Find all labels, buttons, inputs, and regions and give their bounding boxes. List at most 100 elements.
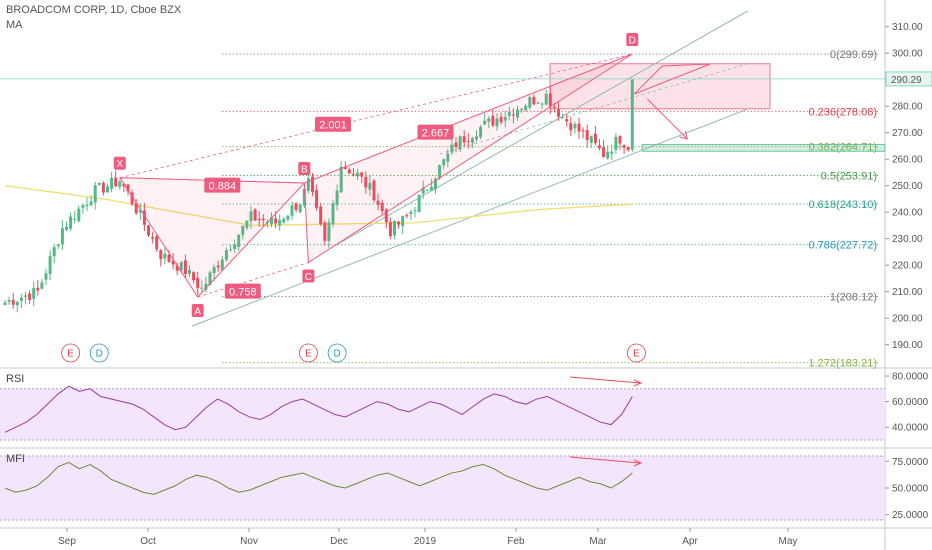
- candle-body: [81, 205, 85, 208]
- divergence-arrow-head: [633, 379, 643, 387]
- candle-body: [475, 136, 478, 140]
- candle-body: [606, 151, 610, 159]
- projection-arrow: [646, 98, 688, 140]
- candle-body: [479, 126, 483, 137]
- candle-body: [413, 210, 417, 212]
- candle-body: [233, 244, 237, 249]
- pattern-ratio-label: 0.884: [209, 181, 237, 193]
- candle-body: [565, 119, 569, 122]
- event-label: E: [67, 349, 74, 360]
- pattern-point-label: B: [301, 165, 308, 176]
- indicator-band: [0, 456, 885, 520]
- candle-body: [114, 177, 118, 187]
- candle-body: [286, 215, 290, 220]
- candle-body: [335, 190, 339, 205]
- candle-body: [118, 181, 122, 187]
- candle-body: [208, 272, 212, 286]
- candle-body: [573, 123, 577, 129]
- candle-body: [294, 203, 298, 210]
- pattern-point-label: X: [116, 159, 123, 170]
- candle-body: [200, 287, 204, 289]
- symbol-title: BROADCOM CORP, 1D, Cboe BZX: [6, 4, 182, 16]
- candle-body: [151, 237, 155, 239]
- candle-body: [409, 211, 413, 214]
- candle-body: [44, 273, 48, 280]
- candle-body: [429, 186, 433, 191]
- candle-body: [511, 114, 515, 116]
- candle-body: [274, 218, 278, 224]
- candle-body: [311, 176, 314, 193]
- pattern-triangle-bcd: [303, 53, 633, 264]
- fib-level-label: 0.786(227.72): [809, 240, 878, 252]
- candle-body: [15, 301, 19, 306]
- candle-body: [179, 262, 183, 271]
- projection-triangle: [633, 63, 711, 95]
- candle-body: [581, 130, 585, 132]
- event-label: D: [96, 349, 103, 360]
- candle-body: [142, 210, 146, 225]
- candle-body: [85, 204, 89, 207]
- y-tick-label: 80.0000: [892, 372, 929, 383]
- candle-body: [397, 221, 401, 225]
- candle-body: [483, 120, 487, 125]
- candle-body: [249, 211, 253, 222]
- candle-body: [282, 218, 286, 223]
- pattern-ratio-box: [224, 283, 261, 299]
- event-label: E: [305, 349, 312, 360]
- candle-body: [7, 300, 11, 302]
- candle-body: [376, 200, 380, 205]
- pattern-ratio-box: [417, 124, 454, 140]
- event-label: E: [633, 349, 640, 360]
- y-tick-label: 260.00: [892, 155, 923, 166]
- y-tick-label: 25.0000: [892, 510, 929, 521]
- candle-body: [598, 145, 601, 149]
- divergence-line: [569, 456, 641, 464]
- candle-body: [442, 159, 446, 166]
- candle-body: [458, 136, 462, 150]
- fib-level-label: 0(299.69): [830, 49, 877, 61]
- pattern-point-label: A: [194, 306, 201, 317]
- candle-body: [524, 105, 528, 111]
- candle-body: [434, 178, 437, 190]
- candle-body: [196, 277, 200, 288]
- candle-body: [507, 112, 511, 116]
- candle-body: [495, 118, 499, 127]
- x-tick-label: Mar: [589, 536, 607, 547]
- candle-body: [261, 218, 265, 221]
- candle-body: [388, 221, 392, 237]
- y-tick-label: 210.00: [892, 287, 923, 298]
- candle-body: [298, 204, 302, 213]
- candle-body: [499, 116, 503, 123]
- candle-body: [138, 210, 142, 213]
- candle-body: [446, 153, 450, 162]
- pattern-point-marker: [113, 156, 126, 170]
- y-tick-label: 40.0000: [892, 423, 929, 434]
- candle-body: [155, 236, 159, 250]
- x-tick-label: Oct: [140, 536, 156, 547]
- y-tick-label: 190.00: [892, 340, 923, 351]
- y-tick-label: 50.0000: [892, 484, 929, 495]
- candle-body: [368, 182, 372, 190]
- pattern-point-marker: [191, 303, 204, 317]
- last-price-label: 290.29: [891, 75, 922, 86]
- y-tick-label: 250.00: [892, 181, 923, 192]
- candle-body: [126, 184, 130, 192]
- indicator-band: [0, 388, 885, 440]
- indicator-line: [4, 385, 633, 433]
- pattern-ratio-label: 2.667: [422, 128, 450, 140]
- candle-body: [130, 192, 134, 205]
- candle-body: [454, 142, 458, 147]
- event-marker: [298, 343, 318, 363]
- x-tick-label: Sep: [58, 536, 76, 547]
- candle-body: [626, 146, 630, 151]
- pattern-point-label: D: [629, 36, 636, 47]
- fib-level-label: 0.236(278.08): [809, 106, 878, 118]
- pattern-triangle-xab: [118, 177, 306, 298]
- candle-body: [175, 265, 179, 271]
- candle-body: [405, 215, 409, 217]
- y-tick-label: 270.00: [892, 128, 923, 139]
- candle-body: [32, 287, 36, 299]
- fib-level-label: 1.272(183.21): [809, 358, 878, 370]
- x-tick-label: 2019: [414, 536, 437, 547]
